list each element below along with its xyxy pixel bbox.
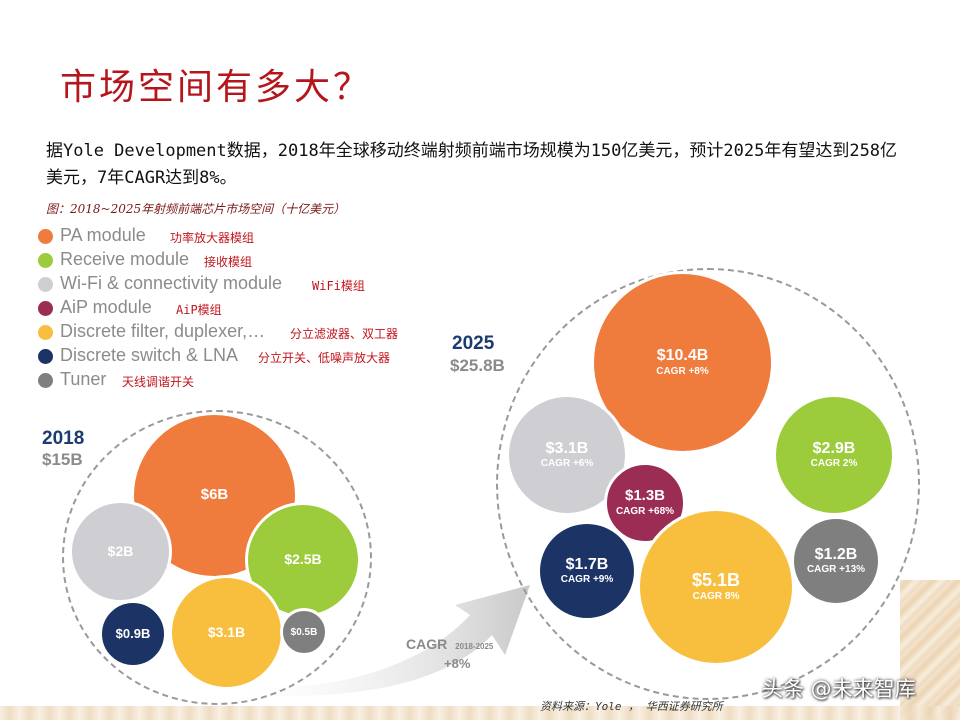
arrow-cagr-value: +8% xyxy=(444,656,471,671)
arrow-cagr-text: CAGR xyxy=(406,636,448,652)
bubble-2025-switch: $1.7B CAGR +9% xyxy=(537,521,637,621)
legend-label-zh: AiP模组 xyxy=(176,303,222,317)
bubble-cagr: CAGR +8% xyxy=(656,365,709,377)
bubble-2018-filter: $3.1B xyxy=(169,575,284,690)
bubble-cagr: CAGR +9% xyxy=(560,574,614,586)
bubble-2018-switch: $0.9B xyxy=(99,600,167,668)
source-note: 资料来源：Yole ， 华西证券研究所 xyxy=(540,700,723,713)
bubble-value: $2.5B xyxy=(284,551,322,568)
legend-label-en: PA module xyxy=(60,225,146,245)
bubble-value: $1.2B xyxy=(814,545,858,563)
legend-label-zh: 接收模组 xyxy=(204,255,253,269)
bubble-2025-filter: $5.1B CAGR 8% xyxy=(637,508,795,666)
legend-label-en: Discrete filter, duplexer,… xyxy=(60,321,266,341)
legend-label-en: Discrete switch & LNA xyxy=(60,345,239,365)
year-2025-total: $25.8B xyxy=(450,356,505,375)
legend-label-en: AiP module xyxy=(60,297,152,317)
legend-label-en: Receive module xyxy=(60,249,190,269)
bubble-2025-pa: $10.4B CAGR +8% xyxy=(591,271,774,454)
legend-label-zh: 功率放大器模组 xyxy=(170,231,255,245)
intro-paragraph: 据Yole Development数据，2018年全球移动终端射频前端市场规模为… xyxy=(46,141,898,188)
bubble-cagr: CAGR 2% xyxy=(810,458,858,470)
wood-texture-decoration xyxy=(900,580,960,720)
growth-arrow xyxy=(240,585,530,697)
bubble-cagr: CAGR +13% xyxy=(806,564,866,576)
legend-dot xyxy=(38,373,53,388)
bubble-cagr: CAGR +68% xyxy=(615,505,675,517)
bubble-2025-tuner: $1.2B CAGR +13% xyxy=(791,516,881,606)
figure-caption: 图：2018~2025年射频前端芯片市场空间（十亿美元） xyxy=(46,202,346,216)
bubble-value: $2B xyxy=(107,542,134,559)
legend-dot xyxy=(38,349,53,364)
legend-label-zh: 天线调谐开关 xyxy=(122,375,195,389)
page-title: 市场空间有多大？ xyxy=(60,67,373,108)
bubble-value: $3.1B xyxy=(207,623,246,640)
arrow-cagr-label: CAGR 2018-2025 xyxy=(406,636,493,652)
bubble-value: $1.7B xyxy=(565,555,609,573)
bubble-2018-tuner: $0.5B xyxy=(280,608,328,656)
bubble-value: $6B xyxy=(200,486,229,504)
bubble-cagr: CAGR 8% xyxy=(692,591,740,603)
bubble-2025-receive: $2.9B CAGR 2% xyxy=(773,394,895,516)
wood-texture-bottom xyxy=(0,706,960,720)
legend-dot xyxy=(38,325,53,340)
arrow-cagr-range: 2018-2025 xyxy=(455,642,494,651)
bubble-value: $0.9B xyxy=(115,625,151,641)
circle-2025 xyxy=(496,268,920,700)
legend-dot xyxy=(38,301,53,316)
legend-label-zh: 分立开关、低噪声放大器 xyxy=(258,351,391,365)
year-2018-label: 2018 xyxy=(42,428,85,449)
bubble-2018-wifi: $2B xyxy=(69,500,172,603)
bubble-cagr: CAGR +6% xyxy=(540,458,594,470)
legend-label-zh: 分立滤波器、双工器 xyxy=(290,327,399,341)
bubble-value: $0.5B xyxy=(290,626,318,638)
bubble-value: $2.9B xyxy=(812,439,856,457)
bubble-value: $5.1B xyxy=(691,569,741,590)
circle-2018 xyxy=(62,410,372,705)
bubble-value: $3.1B xyxy=(545,439,589,457)
legend-label-zh: WiFi模组 xyxy=(312,279,365,293)
legend-dot xyxy=(38,253,53,268)
watermark: 头条 @未来智库 xyxy=(762,677,916,701)
year-2025-label: 2025 xyxy=(452,333,495,354)
legend-dot xyxy=(38,229,53,244)
legend-label-en: Wi-Fi & connectivity module xyxy=(60,273,283,293)
bubble-value: $1.3B xyxy=(624,487,666,505)
bubble-value: $10.4B xyxy=(656,347,709,365)
legend-label-en: Tuner xyxy=(60,369,107,389)
legend-dot xyxy=(38,277,53,292)
year-2018-total: $15B xyxy=(42,450,83,469)
